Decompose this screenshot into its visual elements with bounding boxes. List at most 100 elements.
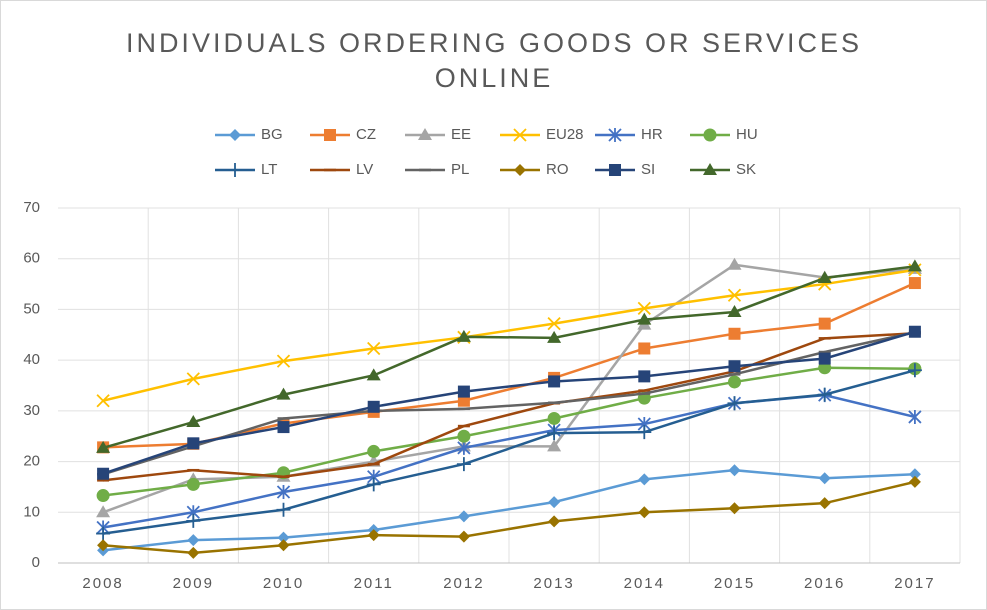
data-point xyxy=(727,304,742,317)
data-point xyxy=(907,259,922,272)
data-point xyxy=(186,372,200,386)
series-line xyxy=(102,468,915,552)
data-point xyxy=(818,317,831,330)
y-tick-label: 60 xyxy=(23,250,40,267)
x-tick-label: 2016 xyxy=(804,575,845,592)
series-line xyxy=(102,480,916,555)
data-point xyxy=(908,277,921,290)
data-point xyxy=(638,342,651,355)
data-point xyxy=(187,546,200,559)
data-point xyxy=(457,530,470,543)
data-point xyxy=(818,472,831,485)
data-point xyxy=(457,429,471,443)
data-point xyxy=(96,440,111,453)
y-tick-label: 30 xyxy=(23,402,40,419)
data-point xyxy=(908,475,921,488)
data-point xyxy=(186,415,201,428)
data-point xyxy=(276,354,291,368)
data-point xyxy=(457,510,470,523)
data-point xyxy=(547,411,561,425)
legend-label: EU28 xyxy=(546,126,584,143)
legend-marker xyxy=(609,164,621,176)
data-point xyxy=(456,329,471,342)
legend-marker xyxy=(703,163,717,175)
x-tick-label: 2010 xyxy=(263,575,304,592)
data-point xyxy=(366,368,381,381)
data-point xyxy=(277,421,290,434)
data-point xyxy=(727,257,742,270)
data-point xyxy=(727,396,742,411)
data-point xyxy=(97,467,110,480)
data-point xyxy=(908,468,921,481)
data-point xyxy=(548,515,561,528)
data-point xyxy=(187,437,200,450)
data-point xyxy=(547,316,561,331)
data-point xyxy=(818,352,831,365)
data-point xyxy=(277,531,290,544)
chart-title: INDIVIDUALS ORDERING GOODS OR SERVICES ON… xyxy=(126,28,862,93)
legend-label: RO xyxy=(546,161,569,178)
y-tick-label: 0 xyxy=(32,554,40,571)
data-point xyxy=(457,385,470,398)
legend-label: HU xyxy=(736,126,758,143)
data-point xyxy=(96,394,110,408)
legend-marker xyxy=(324,129,336,141)
data-point xyxy=(276,502,291,517)
legend-label: HR xyxy=(641,126,663,143)
data-point xyxy=(547,330,562,343)
data-point xyxy=(637,425,652,440)
x-tick-label: 2017 xyxy=(894,575,935,592)
y-tick-label: 10 xyxy=(23,503,40,520)
data-point xyxy=(367,341,381,356)
data-point xyxy=(367,400,380,413)
legend-label: PL xyxy=(451,161,469,178)
data-point xyxy=(96,489,110,503)
data-point xyxy=(728,327,741,340)
data-point xyxy=(548,496,561,509)
data-point xyxy=(728,464,741,477)
data-point xyxy=(186,477,200,491)
data-point xyxy=(457,440,471,455)
data-point xyxy=(187,534,200,547)
data-point xyxy=(456,457,471,472)
data-point xyxy=(638,506,651,519)
series-line xyxy=(102,332,915,482)
data-point xyxy=(457,394,470,407)
data-point xyxy=(818,497,831,510)
data-point xyxy=(277,539,290,552)
legend-label: EE xyxy=(451,126,471,143)
data-point xyxy=(637,301,651,316)
legend-label: LV xyxy=(356,161,373,178)
legend-label: LT xyxy=(261,161,277,178)
legend-marker xyxy=(418,128,432,140)
legend-label: BG xyxy=(261,126,283,143)
data-point xyxy=(817,270,832,283)
data-point xyxy=(638,370,651,383)
data-point xyxy=(367,444,381,458)
series-line xyxy=(102,366,915,497)
data-point xyxy=(547,426,562,441)
y-tick-label: 20 xyxy=(23,453,40,470)
data-point xyxy=(96,505,111,518)
series-line xyxy=(102,330,916,475)
data-point xyxy=(728,502,741,515)
legend-label: SI xyxy=(641,161,655,178)
data-point xyxy=(96,526,111,541)
x-tick-label: 2012 xyxy=(443,575,484,592)
data-point xyxy=(907,363,922,378)
data-point xyxy=(908,409,922,424)
x-tick-label: 2013 xyxy=(533,575,574,592)
legend-marker xyxy=(608,128,622,142)
data-point xyxy=(367,529,380,542)
series-line xyxy=(102,265,916,450)
data-point xyxy=(728,375,741,389)
series-line xyxy=(102,268,916,402)
data-point xyxy=(547,439,562,452)
x-tick-label: 2015 xyxy=(714,575,755,592)
data-point xyxy=(186,513,201,528)
legend-label: SK xyxy=(736,161,756,178)
data-point xyxy=(817,387,832,402)
data-point xyxy=(276,485,291,499)
